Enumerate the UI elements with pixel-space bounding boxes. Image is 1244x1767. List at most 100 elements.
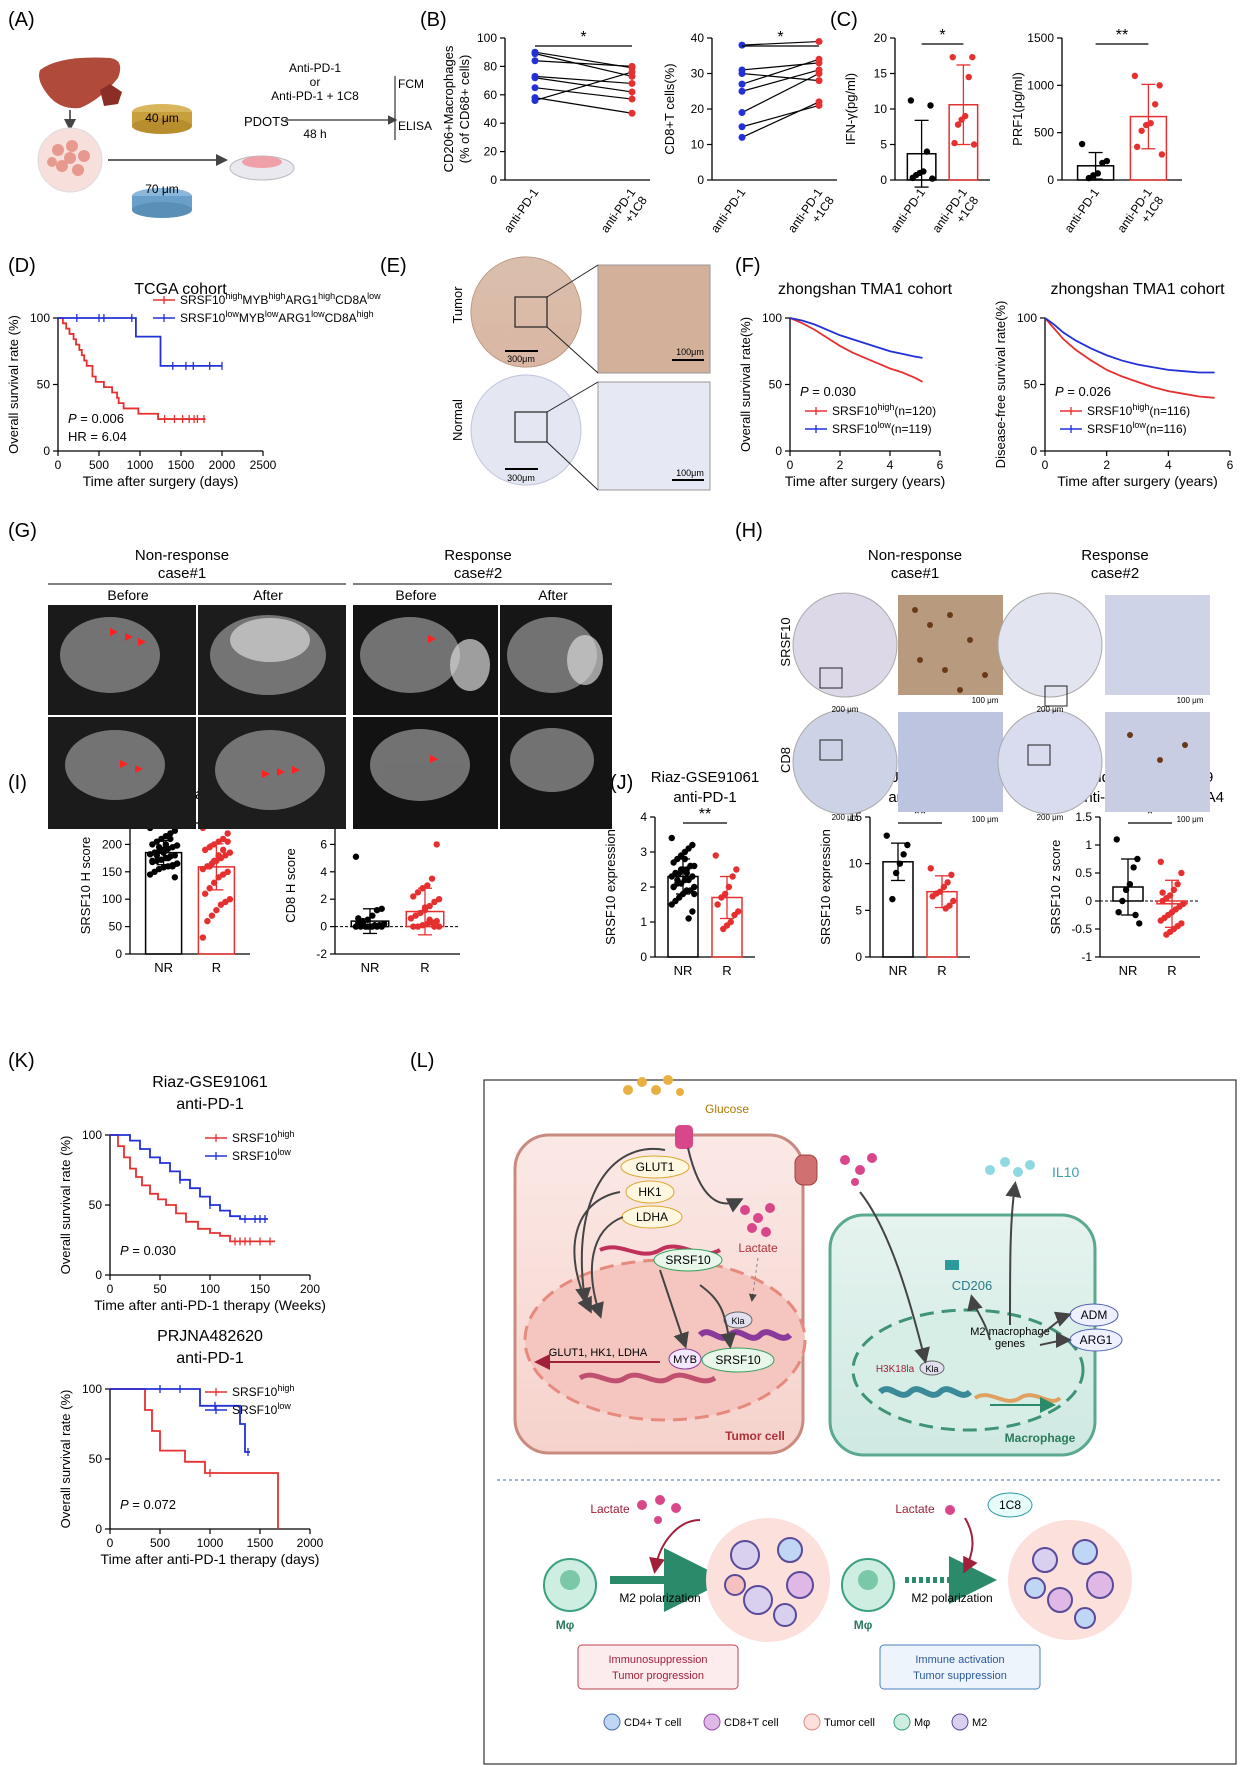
- h-r-title: Response: [1081, 547, 1149, 564]
- survival-curve: [58, 317, 222, 367]
- h-nr-case: case#1: [891, 565, 939, 582]
- y-tick-label: 0: [640, 950, 647, 964]
- srsf10-gene-label: SRSF10: [715, 1353, 761, 1367]
- data-point: [674, 876, 681, 884]
- survival-curve: [789, 317, 923, 359]
- legend-superscript: low: [277, 1401, 291, 1411]
- lactate-label-left: Lactate: [590, 1502, 630, 1516]
- data-point: [687, 862, 694, 870]
- g-nr-before: Before: [107, 587, 148, 603]
- data-point: [424, 882, 431, 889]
- 1c8-label: 1C8: [999, 1498, 1021, 1512]
- cd206-label: CD206: [952, 1278, 992, 1293]
- y-tick-label: 50: [89, 1452, 103, 1466]
- data-point: [206, 863, 213, 870]
- m2-polarization-right: M2 polarization: [911, 1591, 992, 1605]
- panel-l-schematic: Tumor cell Glucose GLUT1 HK1 LDHA SRSF10…: [483, 1075, 1237, 1765]
- stat-label: P = 0.026: [1055, 384, 1111, 399]
- tumor-icon: [100, 84, 122, 106]
- x-tick-label: 2: [1103, 458, 1110, 472]
- x-tick-label: 1000: [197, 1536, 224, 1550]
- paired-line: [534, 75, 633, 85]
- x-tick-label: NR: [889, 963, 908, 978]
- y-axis-label: PRF1(pg/ml): [1010, 72, 1025, 146]
- g-r-title: Response: [444, 547, 512, 564]
- data-point: [217, 901, 225, 908]
- y-tick-label: 3: [640, 845, 647, 859]
- normal-scale-100: 100μm: [676, 468, 704, 478]
- data-point: [1163, 931, 1170, 938]
- stat-value: = 0.030: [129, 1243, 176, 1258]
- data-point: [729, 873, 736, 880]
- data-point: [1174, 881, 1181, 888]
- chart-c-prf1: 0 500 1000 1500 PRF1(pg/ml) ** anti-PD-1 anti-P…: [1010, 27, 1182, 235]
- stat-value: = 0.030: [809, 384, 856, 399]
- panel-label-c: (C): [830, 9, 858, 31]
- data-point: [369, 912, 376, 919]
- y-tick-label: 40: [691, 31, 705, 45]
- panel-g-mri: Non-response case#1 Response case#2 Befo…: [48, 547, 612, 829]
- y-axis-label: Overall survival rate (%): [58, 1136, 73, 1275]
- data-point: [1142, 121, 1150, 129]
- data-point: [738, 123, 746, 131]
- y-tick-label: 50: [109, 920, 123, 934]
- glucose-transporter-icon: [675, 1125, 693, 1149]
- y-tick-label: 0: [1085, 894, 1092, 908]
- data-point: [1113, 836, 1120, 843]
- legend-text: SRSF10: [232, 1131, 278, 1145]
- h-nr-cd8-zoom: [898, 712, 1003, 812]
- legend-mphi: Mφ: [914, 1717, 930, 1729]
- data-point: [160, 849, 167, 856]
- outcome-box-right: [879, 1644, 1041, 1690]
- legend-superscript: low: [1132, 420, 1146, 430]
- data-point: [738, 87, 746, 95]
- data-point: [1122, 886, 1130, 893]
- x-tick-label: NR: [674, 963, 693, 978]
- survival-curve: [1044, 317, 1215, 399]
- chart-subtitle: anti-PD-1: [176, 1350, 244, 1367]
- g-r-after: After: [538, 587, 568, 603]
- y-tick-label: 50: [1024, 378, 1038, 392]
- legend-superscript: high: [1132, 402, 1149, 412]
- y-tick-label: 50: [769, 378, 783, 392]
- chart-j-riaz: 0 1 2 3 4 SRSF10 expression ** NR R Riaz-GSE91061…: [603, 769, 759, 978]
- y-tick-label: 4: [320, 865, 327, 879]
- paired-line: [534, 87, 633, 100]
- data-point: [670, 883, 677, 891]
- data-point: [1178, 869, 1185, 877]
- data-point: [628, 62, 636, 70]
- x-tick-label: R: [937, 963, 946, 978]
- y-axis-label: SRSF10 H score: [78, 837, 93, 935]
- x-tick-label: 1500: [168, 458, 195, 472]
- macrophage-label: Macrophage: [1005, 1431, 1076, 1445]
- y-tick-label: 30: [691, 67, 705, 81]
- cd206-receptor-icon: [945, 1260, 959, 1270]
- x-tick-label: 2000: [297, 1536, 324, 1550]
- stat-label: HR = 6.04: [68, 429, 127, 444]
- normal-zoom-image: [597, 381, 711, 491]
- y-tick-label: 1000: [1027, 78, 1054, 92]
- stat-label: P = 0.072: [120, 1497, 176, 1512]
- x-axis-label: Time after anti-PD-1 therapy (days): [101, 1551, 320, 1567]
- y-tick-label: 20: [874, 31, 888, 45]
- data-point: [628, 109, 636, 117]
- legend-superscript: low: [311, 309, 325, 319]
- panel-label-g: (G): [8, 520, 37, 542]
- chart-title: zhongshan TMA1 cohort: [1050, 281, 1225, 298]
- chart-title: zhongshan TMA1 cohort: [778, 281, 953, 298]
- data-point: [1126, 881, 1134, 888]
- data-point: [364, 923, 371, 930]
- data-point: [355, 915, 362, 922]
- normal-scale-300: 300μm: [507, 473, 535, 483]
- y-tick-label: -1: [1081, 950, 1092, 964]
- data-point: [433, 841, 440, 848]
- h-scale-100-c: 100 μm: [972, 815, 999, 824]
- data-point: [412, 912, 419, 919]
- h-r-srsf10-zoom: [1105, 595, 1210, 695]
- survival-curve: [110, 1388, 250, 1453]
- data-point: [369, 923, 376, 930]
- stat-p: P: [120, 1243, 129, 1258]
- g-nr-case: case#1: [158, 565, 206, 582]
- immunosuppression-label: Immunosuppression: [608, 1654, 707, 1666]
- adm-label: ADM: [1081, 1308, 1108, 1322]
